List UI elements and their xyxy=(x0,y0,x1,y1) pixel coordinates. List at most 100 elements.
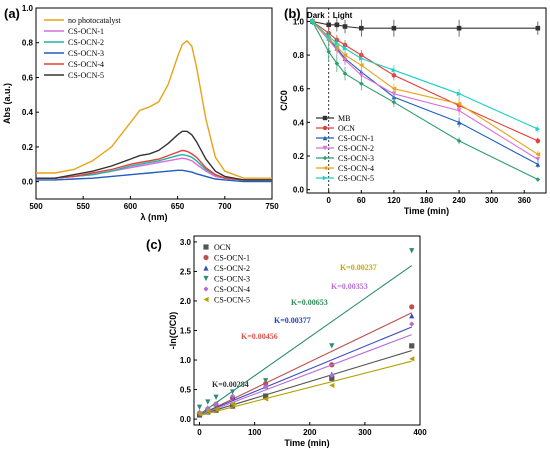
data-point xyxy=(263,396,269,402)
legend-marker xyxy=(203,265,209,271)
data-point xyxy=(535,162,541,167)
data-point xyxy=(334,61,340,66)
data-point xyxy=(456,25,462,31)
data-point xyxy=(263,384,269,390)
series-line xyxy=(312,21,539,130)
y-tick-label: 0.8 xyxy=(293,51,305,60)
data-point xyxy=(196,411,203,417)
fit-line xyxy=(199,334,412,416)
legend-label: CS-OCN-1 xyxy=(214,254,250,263)
data-point xyxy=(342,46,348,51)
data-point xyxy=(456,101,462,107)
rate-constant-label: K=0.00237 xyxy=(340,263,377,272)
data-point xyxy=(359,56,364,61)
data-point xyxy=(409,343,415,349)
x-tick-label: 600 xyxy=(124,202,138,211)
legend-marker xyxy=(322,145,328,151)
legend-label: CS-OCN-5 xyxy=(68,71,104,80)
data-point xyxy=(409,321,415,327)
data-point xyxy=(535,157,541,162)
legend-marker xyxy=(322,125,328,131)
y-tick-label: 0.6 xyxy=(22,73,34,82)
data-point xyxy=(409,248,415,254)
legend-label: CS-OCN-3 xyxy=(68,49,104,58)
data-point xyxy=(456,108,462,113)
legend-marker xyxy=(322,115,328,121)
y-tick-label: 0.5 xyxy=(180,386,192,395)
data-point xyxy=(205,399,211,405)
data-point xyxy=(359,72,364,78)
x-tick-label: 750 xyxy=(265,202,279,211)
data-point xyxy=(342,24,348,29)
data-point xyxy=(535,25,541,31)
data-point xyxy=(391,99,397,105)
x-tick-label: 200 xyxy=(303,428,317,437)
legend-label: CS-OCN-3 xyxy=(338,154,374,163)
x-tick-label: 300 xyxy=(358,428,372,437)
data-point xyxy=(535,152,541,157)
data-point xyxy=(334,22,340,28)
x-tick-label: 60 xyxy=(357,196,366,205)
y-tick-label: 1.5 xyxy=(180,327,192,336)
series-line xyxy=(311,21,539,160)
x-tick-label: 100 xyxy=(248,428,262,437)
data-point xyxy=(456,120,462,125)
legend-label: CS-OCN-4 xyxy=(338,164,374,173)
data-point xyxy=(409,313,415,319)
data-point xyxy=(359,25,364,31)
legend-marker xyxy=(203,286,209,292)
y-tick-label: 0.0 xyxy=(180,415,192,424)
rate-constant-label: K=0.00353 xyxy=(331,282,368,291)
y-axis-label: -ln(C/C0) xyxy=(168,312,178,350)
legend-label: no photocatalyst xyxy=(68,16,121,25)
series-line xyxy=(36,40,272,179)
y-tick-label: 0.0 xyxy=(293,186,305,195)
x-tick-label: 400 xyxy=(413,428,427,437)
data-point xyxy=(359,81,364,86)
legend-marker xyxy=(203,244,209,250)
series-line xyxy=(36,149,272,181)
y-tick-label: 0.2 xyxy=(293,152,305,161)
legend-label: OCN xyxy=(338,124,355,133)
data-point xyxy=(342,52,348,58)
legend-marker xyxy=(203,296,209,303)
data-point xyxy=(334,41,340,46)
data-point xyxy=(326,34,332,39)
legend-label: MB xyxy=(338,114,350,123)
y-tick-label: 0.4 xyxy=(22,108,34,117)
series-line xyxy=(311,21,539,180)
legend-marker xyxy=(203,275,209,282)
y-tick-label: 0.0 xyxy=(22,178,34,187)
data-point xyxy=(263,393,269,399)
data-point xyxy=(535,177,541,182)
data-point xyxy=(391,67,397,73)
legend-label: CS-OCN-5 xyxy=(338,174,374,183)
y-tick-label: 0.4 xyxy=(293,118,305,127)
y-tick-label: 0.8 xyxy=(22,39,34,48)
rate-constant-label: K=0.00653 xyxy=(291,298,328,307)
legend-marker xyxy=(322,155,328,161)
y-axis-label: Abs (a.u.) xyxy=(2,83,12,124)
x-tick-label: 120 xyxy=(387,196,401,205)
legend-marker xyxy=(322,175,328,181)
y-tick-label: 1.0 xyxy=(293,17,305,26)
series-line xyxy=(36,130,272,181)
data-point xyxy=(329,372,335,378)
data-point xyxy=(326,22,332,28)
panel-label: (b) xyxy=(284,6,301,21)
legend-label: OCN xyxy=(214,243,231,252)
data-point xyxy=(329,382,335,389)
legend-label: CS-OCN-5 xyxy=(214,296,250,305)
y-tick-label: 0.6 xyxy=(293,85,305,94)
y-tick-label: 3.0 xyxy=(180,238,192,247)
legend-label: CS-OCN-4 xyxy=(214,285,250,294)
data-point xyxy=(205,405,211,412)
dark-label: Dark xyxy=(307,11,325,20)
data-point xyxy=(229,393,236,399)
fit-line xyxy=(199,326,412,415)
data-point xyxy=(196,404,203,410)
legend-label: CS-OCN-1 xyxy=(338,134,374,143)
data-point xyxy=(391,25,397,31)
data-point xyxy=(326,49,332,55)
data-point xyxy=(213,406,219,412)
